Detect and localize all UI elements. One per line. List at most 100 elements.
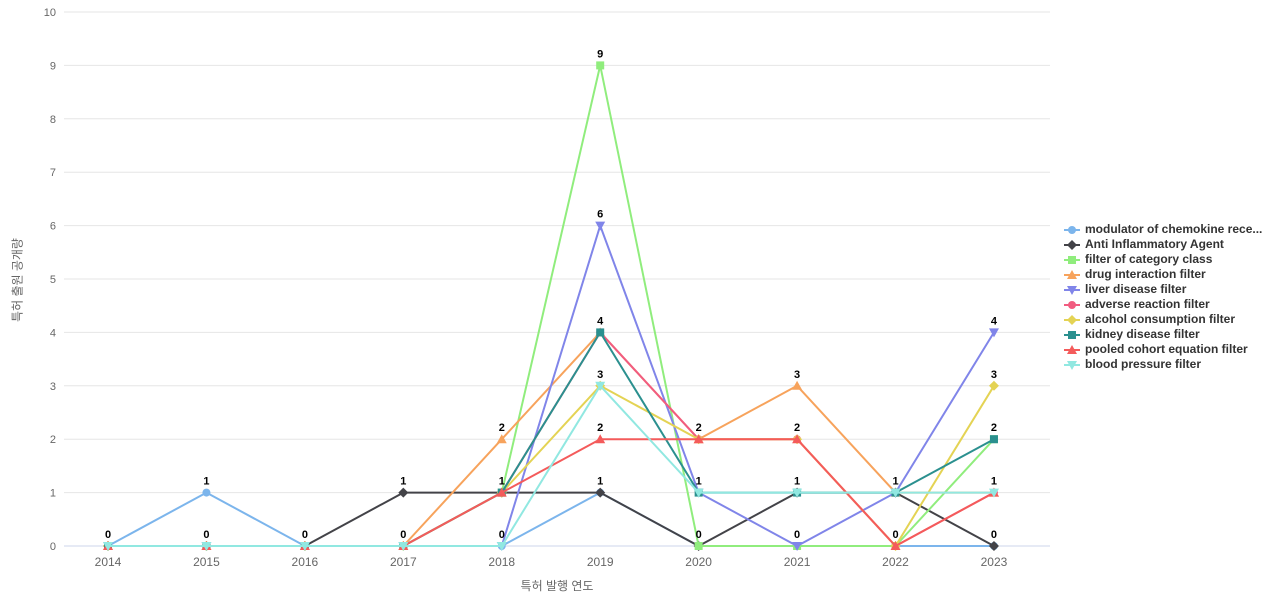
- data-point-pooled-cohort-equation-filter: [595, 434, 606, 444]
- data-label: 0: [794, 529, 800, 541]
- square-marker-icon: [1068, 330, 1076, 339]
- x-axis-tick-label: 2014: [95, 555, 122, 569]
- data-label: 0: [892, 529, 898, 541]
- legend-triangle-icon: [1064, 344, 1080, 354]
- x-axis-tick-label: 2023: [981, 555, 1008, 569]
- legend-circle-icon: [1064, 300, 1080, 309]
- data-point-blood-pressure-filter: [595, 381, 606, 391]
- data-point-blood-pressure-filter: [693, 488, 704, 498]
- data-label: 0: [105, 529, 111, 541]
- data-point-anti-inflammatory-agent: [595, 487, 606, 498]
- data-label: 1: [400, 476, 406, 488]
- legend-label: pooled cohort equation filter: [1085, 342, 1248, 356]
- data-point-pooled-cohort-equation-filter: [496, 487, 507, 497]
- x-axis-tick-label: 2016: [292, 555, 319, 569]
- legend-circle-icon: [1064, 225, 1080, 234]
- y-axis-tick-label: 10: [44, 7, 56, 19]
- x-axis-tick-label: 2020: [685, 555, 712, 569]
- legend-label: filter of category class: [1085, 252, 1213, 266]
- legend-item-modulator-of-chemokine-rece[interactable]: modulator of chemokine rece...: [1064, 222, 1262, 237]
- data-label: 0: [400, 529, 406, 541]
- data-point-liver-disease-filter: [792, 542, 803, 551]
- legend-label: Anti Inflammatory Agent: [1085, 237, 1224, 251]
- data-point-blood-pressure-filter: [890, 488, 901, 498]
- diamond-marker-icon: [1067, 239, 1077, 250]
- data-label: 1: [991, 476, 997, 488]
- y-axis-tick-label: 1: [50, 488, 56, 500]
- legend-triangle-down-icon: [1064, 285, 1080, 295]
- data-point-blood-pressure-filter: [201, 542, 212, 551]
- data-point-kidney-disease-filter: [989, 435, 998, 444]
- series-line-modulator-of-chemokine-rece: [107, 491, 995, 547]
- legend-item-blood-pressure-filter[interactable]: blood pressure filter: [1064, 357, 1262, 372]
- triangle-down-marker-icon: [1067, 285, 1077, 295]
- data-label: 4: [991, 315, 998, 327]
- data-point-pooled-cohort-equation-filter: [693, 434, 704, 444]
- legend-item-drug-interaction-filter[interactable]: drug interaction filter: [1064, 267, 1262, 282]
- x-axis-tick-label: 2019: [587, 555, 614, 569]
- legend-item-pooled-cohort-equation-filter[interactable]: pooled cohort equation filter: [1064, 342, 1262, 357]
- legend-item-alcohol-consumption-filter[interactable]: alcohol consumption filter: [1064, 312, 1262, 327]
- x-axis-tick-label: 2015: [193, 555, 220, 569]
- legend-item-liver-disease-filter[interactable]: liver disease filter: [1064, 282, 1262, 297]
- data-point-filter-of-category-class: [596, 61, 605, 70]
- y-axis-title: 특허 출원 공개량: [10, 238, 25, 322]
- data-point-anti-inflammatory-agent: [398, 487, 409, 498]
- legend-label: alcohol consumption filter: [1085, 312, 1236, 326]
- data-label: 9: [597, 48, 603, 60]
- legend-item-adverse-reaction-filter[interactable]: adverse reaction filter: [1064, 297, 1262, 312]
- legend-item-anti-inflammatory-agent[interactable]: Anti Inflammatory Agent: [1064, 237, 1262, 252]
- data-label: 1: [794, 476, 800, 488]
- data-point-blood-pressure-filter: [103, 542, 113, 551]
- legend-square-icon: [1064, 255, 1080, 264]
- x-axis-title: 특허 발행 연도: [520, 579, 594, 593]
- x-axis-tick-label: 2018: [488, 555, 515, 569]
- legend-label: drug interaction filter: [1085, 267, 1206, 281]
- legend-item-kidney-disease-filter[interactable]: kidney disease filter: [1064, 327, 1262, 342]
- data-label: 1: [597, 476, 603, 488]
- data-label: 4: [597, 315, 604, 327]
- y-axis-tick-label: 2: [50, 434, 56, 446]
- data-label: 1: [203, 476, 209, 488]
- data-label: 0: [991, 529, 997, 541]
- data-label: 3: [991, 369, 997, 381]
- data-point-pooled-cohort-equation-filter: [792, 434, 803, 444]
- data-point-drug-interaction-filter: [496, 434, 507, 444]
- legend-label: modulator of chemokine rece...: [1085, 222, 1263, 236]
- legend-item-filter-of-category-class[interactable]: filter of category class: [1064, 252, 1262, 267]
- circle-marker-icon: [1068, 225, 1076, 234]
- triangle-marker-icon: [1067, 344, 1077, 354]
- data-label: 3: [794, 369, 800, 381]
- y-axis-tick-label: 5: [50, 274, 56, 286]
- data-label: 1: [696, 476, 702, 488]
- legend: modulator of chemokine rece... Anti Infla…: [1064, 222, 1262, 372]
- data-label: 6: [597, 209, 603, 221]
- data-label: 2: [696, 422, 702, 434]
- data-point-blood-pressure-filter: [988, 488, 999, 498]
- data-label: 1: [499, 476, 505, 488]
- legend-diamond-icon: [1064, 314, 1080, 325]
- data-point-blood-pressure-filter: [496, 542, 507, 551]
- legend-triangle-icon: [1064, 269, 1080, 279]
- data-label: 2: [991, 422, 997, 434]
- data-label: 0: [203, 529, 209, 541]
- y-axis-tick-label: 8: [50, 114, 56, 126]
- data-point-alcohol-consumption-filter: [988, 380, 999, 391]
- data-point-liver-disease-filter: [595, 221, 606, 231]
- y-axis-tick-label: 4: [50, 327, 56, 339]
- legend-label: liver disease filter: [1085, 282, 1187, 296]
- data-label: 0: [499, 529, 505, 541]
- legend-label: blood pressure filter: [1085, 357, 1202, 371]
- y-axis-tick-label: 3: [50, 381, 56, 393]
- data-label: 3: [597, 369, 603, 381]
- data-point-kidney-disease-filter: [596, 328, 605, 337]
- x-axis-tick-label: 2021: [784, 555, 811, 569]
- legend-diamond-icon: [1064, 239, 1080, 250]
- circle-marker-icon: [1068, 300, 1076, 309]
- series-line-blood-pressure-filter: [107, 384, 995, 547]
- data-point-blood-pressure-filter: [398, 542, 409, 551]
- y-axis-tick-label: 7: [50, 167, 56, 179]
- y-axis-tick-label: 6: [50, 221, 56, 233]
